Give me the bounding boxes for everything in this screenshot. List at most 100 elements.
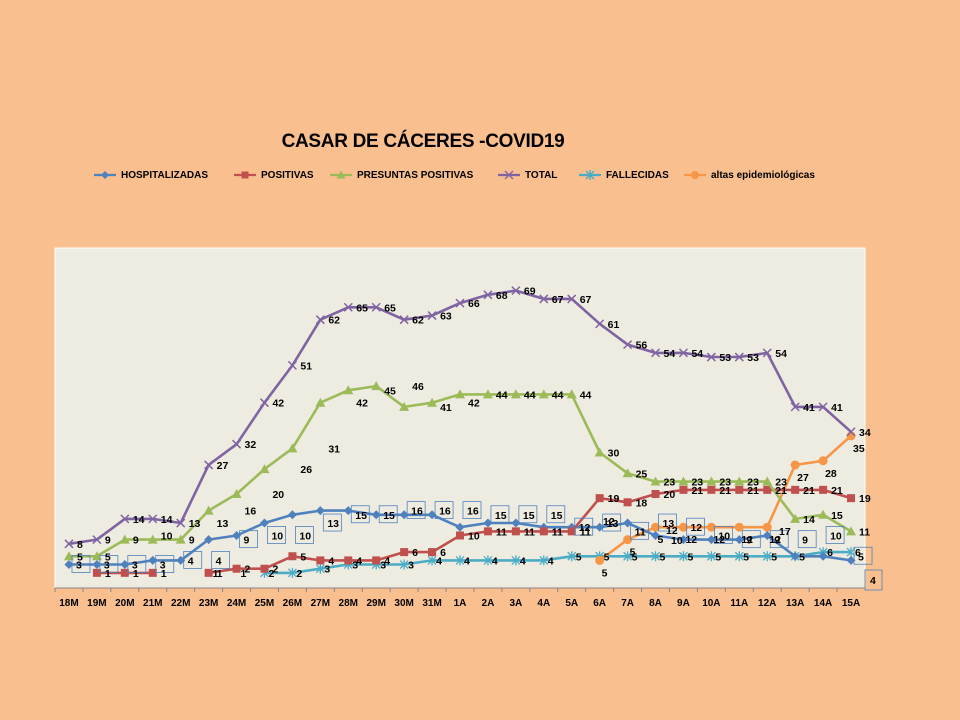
x-tick-label-20: 7A	[621, 598, 634, 609]
data-label-hospitalizadas-11: 15	[383, 510, 395, 522]
point-total-6	[232, 439, 242, 449]
series-line-fallecidas	[264, 550, 851, 575]
x-tick-label-7: 25M	[255, 598, 274, 609]
point-total-26	[790, 402, 800, 412]
data-label-fallecidas-15: 4	[492, 555, 498, 567]
point-hospitalizadas-5	[204, 535, 214, 545]
point-positivas-27	[819, 485, 828, 494]
data-label-fallecidas-27: 6	[827, 547, 833, 559]
point-total-19	[595, 319, 605, 329]
point-presuntas-positivas-22	[678, 476, 689, 486]
point-positivas-26	[791, 485, 800, 494]
point-positivas-24	[735, 485, 744, 494]
legend-marker-altas-epidemiologicas	[691, 171, 699, 179]
point-fallecidas-20	[623, 551, 633, 562]
data-label-total-7: 42	[272, 398, 284, 410]
data-label-presuntas-positivas-11: 45	[384, 385, 396, 397]
data-label-positivas-18: 11	[580, 526, 591, 538]
data-label-positivas-8: 5	[300, 551, 306, 563]
data-label-altas-epidemiologicas-24: 12	[741, 534, 753, 546]
data-label-hospitalizadas-15: 15	[495, 510, 507, 522]
data-label-total-3: 14	[161, 514, 173, 526]
data-label-presuntas-positivas-18: 44	[580, 389, 592, 401]
point-positivas-12	[400, 548, 409, 557]
point-hospitalizadas-10	[343, 506, 353, 516]
data-label-total-8: 51	[300, 360, 312, 372]
point-presuntas-positivas-25	[762, 476, 773, 486]
data-label-hospitalizadas-13: 16	[439, 506, 451, 518]
data-label-positivas-24: 21	[747, 485, 759, 497]
data-label-positivas-23: 21	[719, 485, 731, 497]
point-hospitalizadas-25	[762, 531, 772, 540]
data-label-fallecidas-7: 2	[268, 568, 274, 580]
data-label-total-21: 54	[664, 348, 676, 360]
point-presuntas-positivas-19	[594, 447, 605, 457]
data-label-positivas-10: 4	[356, 555, 362, 567]
point-hospitalizadas-13	[427, 510, 437, 520]
x-tick-label-18: 5A	[565, 598, 578, 609]
data-label-altas-epidemiologicas-20: 5	[630, 547, 636, 559]
x-tick-label-28: 15A	[842, 598, 860, 609]
data-label-fallecidas-26: 5	[799, 551, 805, 563]
data-label-positivas-12: 6	[412, 547, 418, 559]
point-hospitalizadas-1	[92, 560, 102, 570]
data-label-hospitalizadas-5: 4	[216, 555, 222, 567]
point-presuntas-positivas-3	[147, 534, 158, 544]
legend-item-altas-epidemiologicas: altas epidemiológicas	[683, 165, 815, 185]
data-label-presuntas-positivas-2: 9	[133, 535, 139, 547]
data-label-box-hospitalizadas-15	[490, 505, 510, 524]
point-total-15	[483, 290, 493, 300]
x-tick-label-1: 19M	[87, 598, 106, 609]
data-label-positivas-7: 2	[272, 564, 278, 576]
data-label-extra-4: 4	[870, 575, 876, 587]
data-label-hospitalizadas-18: 12	[579, 522, 591, 534]
point-fallecidas-22	[678, 551, 688, 562]
data-label-total-16: 69	[524, 286, 536, 298]
point-presuntas-positivas-1	[91, 551, 102, 561]
point-hospitalizadas-23	[706, 535, 716, 545]
data-label-fallecidas-23: 5	[715, 551, 721, 563]
point-positivas-8	[288, 552, 297, 561]
data-label-box-extra	[864, 569, 883, 591]
point-hospitalizadas-19	[595, 522, 605, 532]
data-label-box-hospitalizadas-26	[797, 530, 817, 549]
point-hospitalizadas-9	[315, 506, 325, 516]
point-altas-epidemiologicas-21	[651, 522, 661, 532]
point-hospitalizadas-27	[818, 551, 828, 561]
data-label-box-hospitalizadas-20	[630, 521, 649, 540]
point-total-14	[455, 298, 465, 308]
data-label-box-hospitalizadas-21	[658, 513, 677, 532]
data-label-altas-epidemiologicas-26: 27	[797, 472, 809, 484]
data-label-positivas-11: 4	[384, 555, 390, 567]
point-total-2	[120, 514, 130, 524]
point-fallecidas-24	[734, 551, 744, 562]
point-positivas-18	[567, 527, 576, 536]
point-total-23	[706, 352, 716, 362]
legend-label-positivas: POSITIVAS	[261, 169, 314, 181]
data-label-fallecidas-28: 6	[855, 547, 861, 559]
data-label-total-0: 8	[77, 539, 83, 551]
point-hospitalizadas-0	[64, 560, 74, 570]
data-label-total-25: 54	[775, 348, 787, 360]
data-label-box-hospitalizadas-14	[462, 501, 482, 520]
data-label-fallecidas-16: 4	[520, 555, 526, 567]
data-label-box-hospitalizadas-5	[211, 551, 231, 569]
data-label-presuntas-positivas-28: 11	[859, 526, 870, 538]
data-label-positivas-1: 1	[105, 568, 111, 580]
legend-swatch-altas-epidemiologicas	[684, 171, 706, 179]
data-label-hospitalizadas-23: 10	[718, 531, 730, 543]
data-label-fallecidas-6: 1	[241, 568, 247, 580]
point-fallecidas-23	[706, 551, 716, 562]
data-label-fallecidas-10: 3	[352, 560, 358, 572]
x-tick-label-19: 6A	[593, 598, 606, 609]
data-label-hospitalizadas-21: 13	[663, 518, 675, 530]
data-label-total-11: 65	[384, 302, 396, 314]
point-positivas-13	[428, 548, 437, 557]
point-positivas-20	[623, 498, 632, 507]
data-label-fallecidas-5: 1	[213, 568, 219, 580]
point-total-0	[64, 539, 74, 549]
data-label-box-hospitalizadas-22	[686, 517, 705, 536]
point-total-8	[287, 360, 297, 370]
legend-marker-total	[504, 170, 514, 180]
data-label-hospitalizadas-0: 3	[76, 560, 82, 572]
